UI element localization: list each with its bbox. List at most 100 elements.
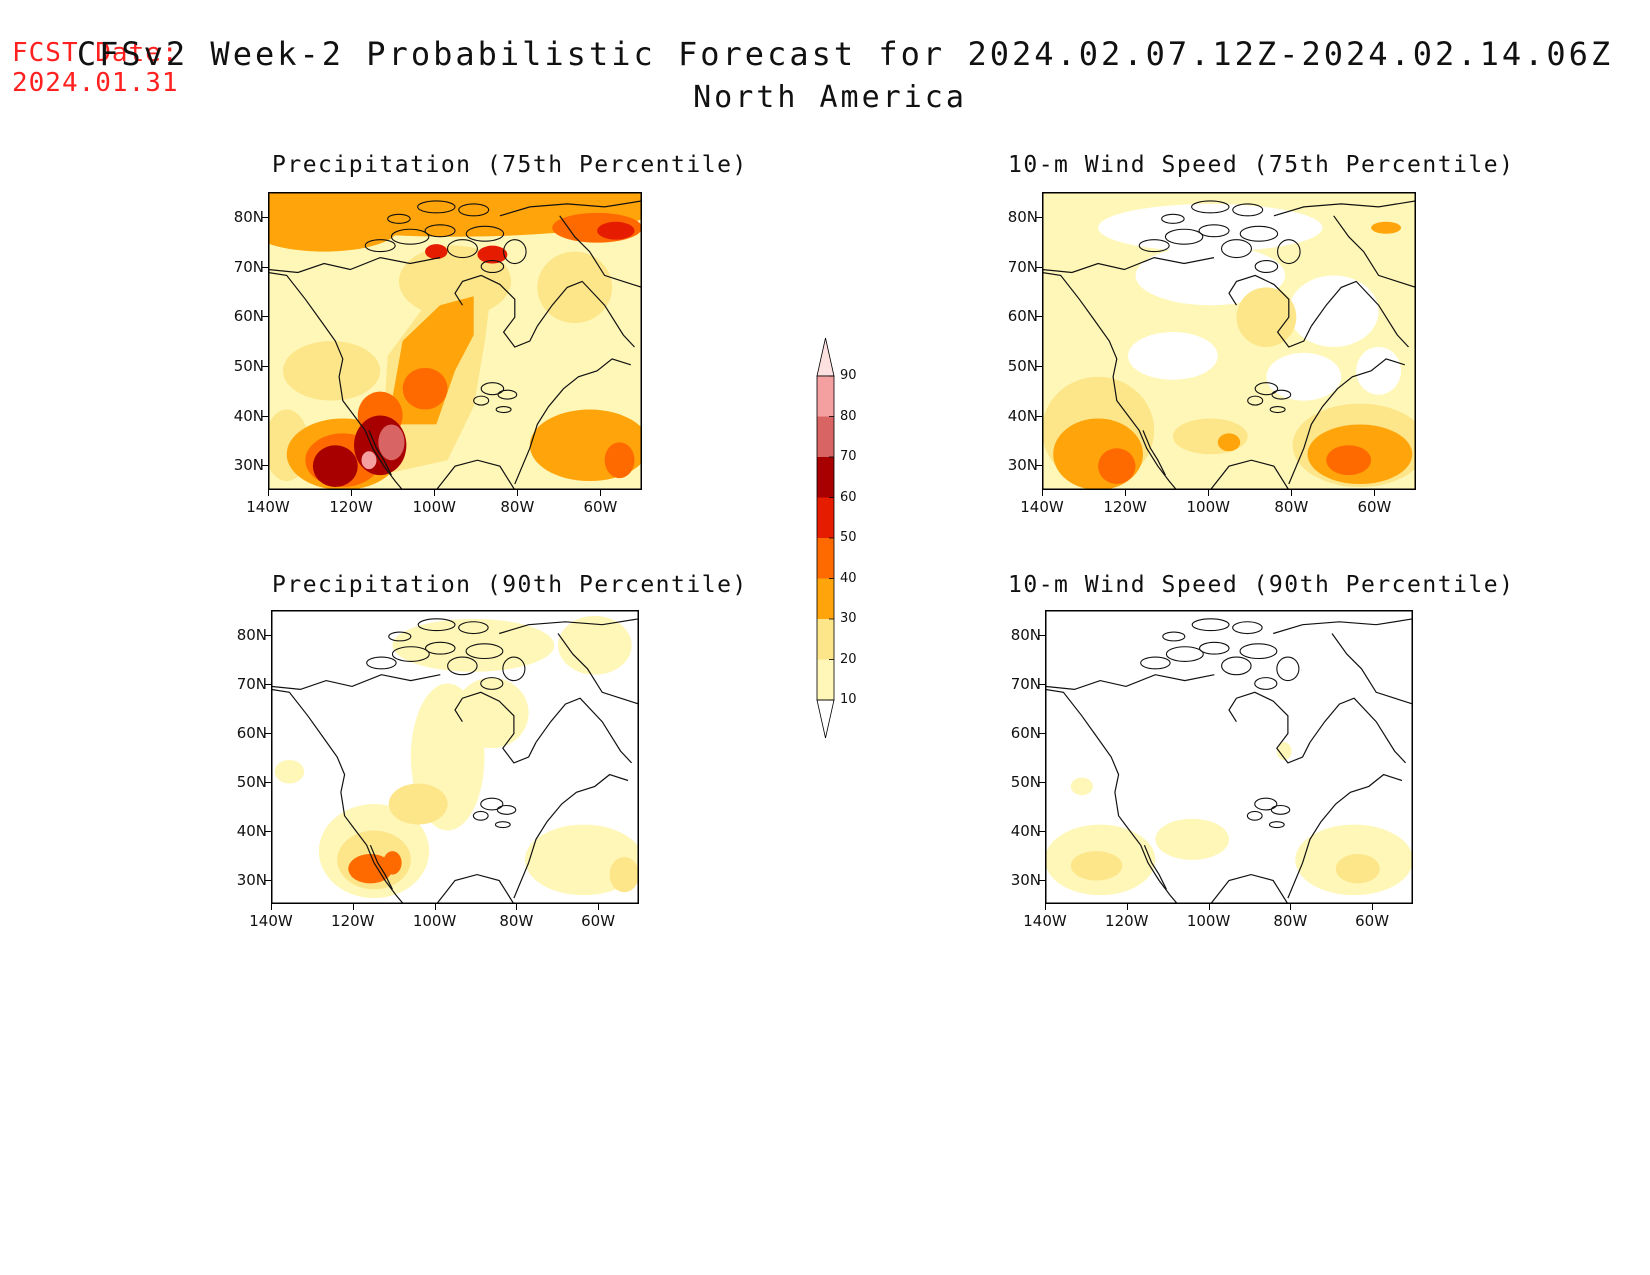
- wind90-lat-tickmark: [1039, 732, 1045, 734]
- wind90-coastline: [1045, 674, 1215, 691]
- wind90-lon-tickmark: [1372, 904, 1374, 910]
- precip75-lon-tick: 80W: [500, 498, 535, 516]
- precip75-island: [424, 224, 456, 238]
- wind75-coastline: [1142, 430, 1166, 476]
- precip90-lon-tick: 120W: [331, 912, 375, 930]
- colorbar: [816, 337, 835, 739]
- precip90-lake: [494, 821, 511, 829]
- precip90-lon-tickmark: [271, 904, 272, 910]
- precip75-coastline: [368, 430, 392, 476]
- colorbar-segment: [817, 457, 834, 498]
- wind75-coastline: [1228, 274, 1312, 348]
- wind90-shade: [1070, 851, 1123, 881]
- figure-title: CFSv2 Week-2 Probabilistic Forecast for …: [0, 32, 1650, 120]
- wind90-coastline: [1210, 873, 1289, 904]
- precip90-coastline: [436, 873, 515, 904]
- wind75-lake: [1254, 382, 1279, 396]
- wind75-island: [1220, 239, 1252, 259]
- precip90-lake: [480, 797, 504, 811]
- precip75-shade: [378, 424, 405, 461]
- precip75-island: [458, 203, 490, 217]
- colorbar-cap-top: [816, 337, 835, 377]
- precip90-lon-tickmark: [434, 904, 436, 910]
- title-line-1: CFSv2 Week-2 Probabilistic Forecast for …: [76, 35, 1614, 73]
- precip75-lake: [480, 382, 505, 396]
- wind90-lat-tick: 30N: [1010, 870, 1041, 889]
- precip90-lat-tickmark: [265, 634, 271, 636]
- wind90-coastline: [1273, 618, 1413, 635]
- precip75-coastline: [268, 256, 441, 274]
- precip75-shade: [402, 367, 448, 410]
- wind90-island: [1232, 621, 1263, 635]
- wind75-lon-tickmark: [1042, 490, 1043, 496]
- precip90-island: [465, 643, 504, 660]
- wind90-coastline: [1331, 633, 1413, 705]
- wind90-shade: [1155, 818, 1229, 860]
- wind90-coastline: [1228, 691, 1311, 764]
- wind75-shade: [1128, 332, 1218, 380]
- map-wind75: [1042, 192, 1416, 490]
- wind75-shade: [1266, 352, 1342, 401]
- wind90-lat-tick: 70N: [1010, 674, 1041, 693]
- wind75-island: [1164, 228, 1204, 245]
- precip90-shade: [558, 615, 632, 675]
- wind90-island: [1276, 656, 1300, 682]
- precip75-island: [465, 225, 505, 242]
- precip75-island: [417, 200, 456, 214]
- wind75-lat-tickmark: [1036, 316, 1042, 318]
- colorbar-segment: [817, 538, 834, 579]
- wind75-lon-tick: 140W: [1020, 498, 1064, 516]
- colorbar-label: 50: [840, 530, 857, 545]
- colorbar-segment: [817, 578, 834, 619]
- map-precip90: [271, 610, 639, 904]
- wind90-island: [1199, 641, 1230, 655]
- colorbar-segment: [817, 659, 834, 700]
- precip75-shade: [597, 221, 635, 240]
- wind90-lon-tick: 60W: [1355, 912, 1390, 930]
- precip90-lon-tickmark: [352, 904, 354, 910]
- precip90-coastline: [369, 844, 393, 890]
- precip90-lake: [472, 810, 489, 821]
- title-line-2: North America: [693, 80, 967, 115]
- precip90-shade: [388, 783, 448, 825]
- precip90-lon-tick: 60W: [581, 912, 616, 930]
- wind90-lat-tickmark: [1039, 634, 1045, 636]
- precip75-island: [480, 259, 505, 274]
- precip75-lon-tickmark: [600, 490, 602, 496]
- precip75-coastline: [499, 200, 642, 217]
- precip75-shade: [604, 442, 635, 479]
- precip90-island: [425, 641, 456, 655]
- wind90-lat-tickmark: [1039, 781, 1045, 783]
- colorbar-segment: [817, 416, 834, 457]
- precip90-island: [502, 656, 526, 682]
- colorbar-label: 80: [840, 408, 857, 424]
- precip90-lat-tickmark: [265, 781, 271, 783]
- panel-title-wind75: 10-m Wind Speed (75th Percentile): [1008, 152, 1515, 178]
- colorbar-label: 40: [840, 570, 857, 586]
- wind90-lon-tick: 100W: [1186, 912, 1231, 930]
- wind90-island: [1221, 656, 1252, 676]
- precip75-coastline: [536, 280, 635, 348]
- wind75-coastline: [1273, 200, 1416, 217]
- wind90-lon-tickmark: [1208, 904, 1210, 910]
- wind90-lat-tickmark: [1039, 879, 1045, 881]
- map-precip75: [268, 192, 642, 490]
- wind90-lake: [1270, 804, 1291, 815]
- precip90-coastline: [454, 691, 537, 764]
- forecast-date-value: 2024.01.31: [12, 68, 179, 98]
- wind90-coastline: [1045, 688, 1178, 904]
- wind90-lon-tickmark: [1290, 904, 1292, 910]
- precip90-lat-tick: 80N: [236, 625, 267, 644]
- precip75-island: [364, 239, 396, 253]
- precip75-lake: [473, 395, 490, 406]
- wind75-island: [1198, 224, 1230, 238]
- wind75-lat-tick: 80N: [1007, 207, 1038, 226]
- precip75-lake: [495, 406, 512, 414]
- precip90-frame: [271, 610, 639, 904]
- wind75-coastline: [1333, 215, 1416, 288]
- precip75-lake: [497, 389, 518, 400]
- wind75-lat-tickmark: [1036, 266, 1042, 268]
- wind75-shade: [1371, 221, 1402, 234]
- precip90-lon-tick: 80W: [499, 912, 534, 930]
- precip75-lon-tick: 100W: [412, 498, 456, 516]
